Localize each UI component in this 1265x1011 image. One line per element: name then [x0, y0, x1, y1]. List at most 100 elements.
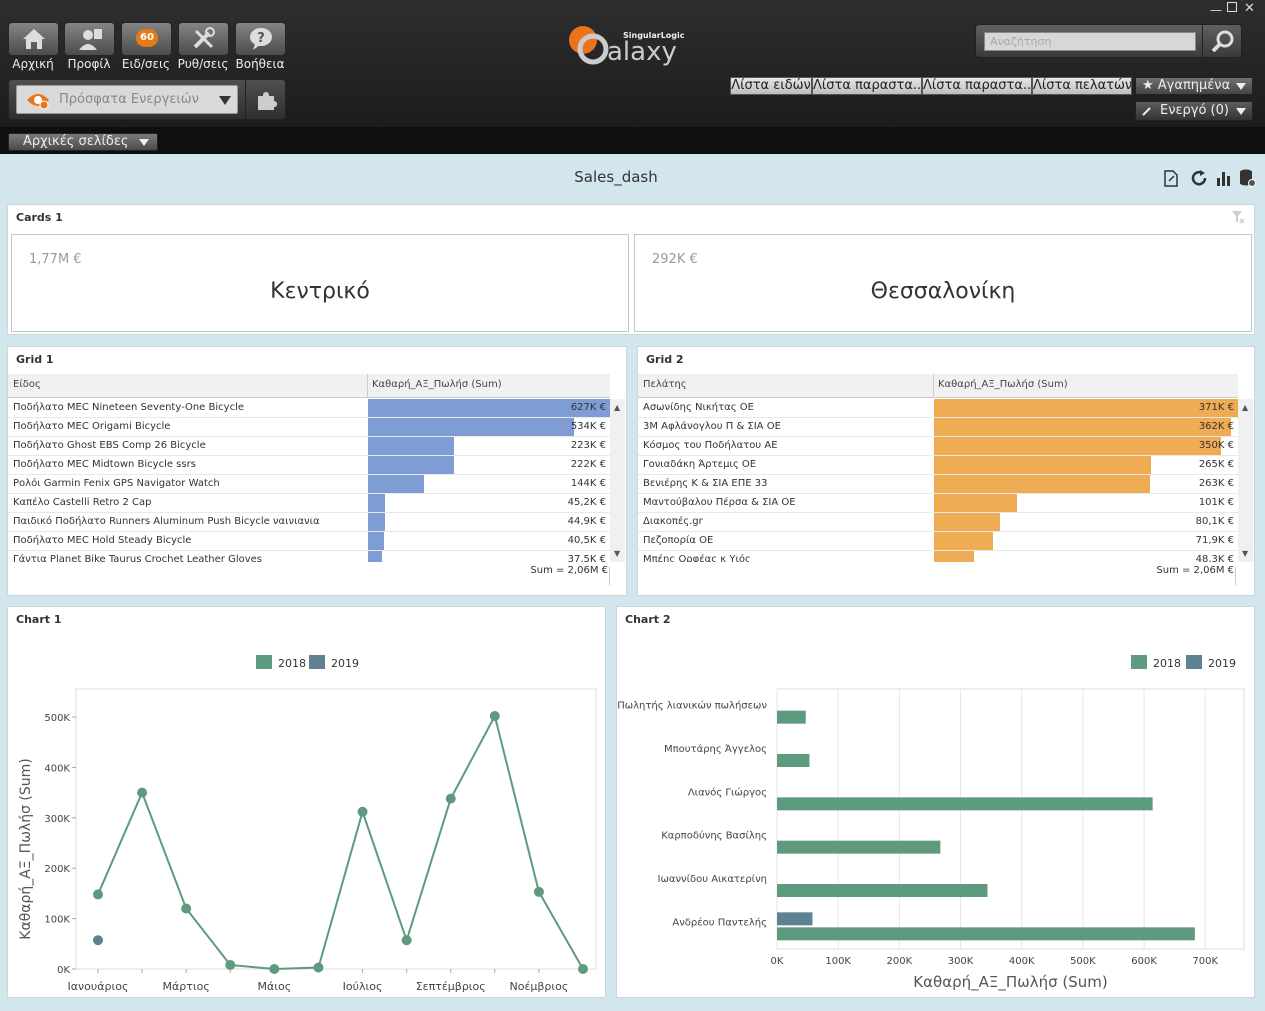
chart-icon[interactable]	[1216, 170, 1232, 187]
search-button[interactable]	[1202, 25, 1242, 57]
quicktab-documents-list-1[interactable]: Λίστα παραστα...	[812, 77, 922, 95]
grid2-row[interactable]: Βενιέρης Κ & ΣΙΑ ΕΠΕ 33 263K €	[638, 475, 1238, 494]
maximize-button[interactable]	[1227, 2, 1237, 12]
grid1-row[interactable]: Καπέλο Castelli Retro 2 Cap 45,2K €	[8, 494, 610, 513]
active-menu[interactable]: Ενεργό (0)	[1135, 101, 1253, 121]
grid1-cell-name: Ποδήλατο MEC Nineteen Seventy-One Bicycl…	[13, 402, 245, 413]
data-point	[489, 710, 500, 721]
grid1-cell-name: Καπέλο Castelli Retro 2 Cap	[13, 497, 152, 508]
card-value: 292K €	[652, 252, 698, 267]
legend-swatch	[309, 655, 325, 669]
legend-swatch	[1131, 655, 1147, 669]
grid1-cell-value: 40,5K €	[567, 535, 606, 546]
grid1-cell-name: Ρολόι Garmin Fenix GPS Navigator Watch	[13, 478, 220, 489]
bar	[777, 710, 806, 724]
grid1-row[interactable]: Γάντια Planet Bike Taurus Crochet Leathe…	[8, 551, 610, 562]
close-button[interactable]: ✕	[1244, 1, 1255, 16]
help-button[interactable]: ?	[235, 22, 286, 56]
help-icon: ?	[249, 28, 272, 50]
plugins-button[interactable]	[245, 80, 285, 119]
search-input[interactable]: Αναζήτηση	[984, 32, 1196, 51]
grid1-row[interactable]: Ποδήλατο MEC Origami Bicycle 534K €	[8, 418, 610, 437]
grid1-row[interactable]: Παιδικό Ποδήλατο Runners Aluminum Push B…	[8, 513, 610, 532]
grid2-bar	[934, 532, 993, 550]
profile-label: Προφίλ	[67, 57, 111, 71]
recent-actions-select[interactable]: Πρόσφατα Ενεργειών	[16, 85, 238, 114]
grid1-cell-value: 222K €	[570, 459, 606, 470]
grid2-col-sales[interactable]: Καθαρή_ΑΞ_Πωλήσ (Sum)	[938, 379, 1068, 390]
x-tick-label: Ιανουάριος	[68, 980, 129, 993]
favorites-label: ★ Αγαπημένα	[1142, 78, 1231, 93]
chevron-down-icon	[139, 139, 149, 146]
grid2-cell-name: Διακοπές.gr	[643, 516, 703, 527]
favorites-menu[interactable]: ★ Αγαπημένα	[1135, 77, 1253, 95]
quicktab-customers-list[interactable]: Λίστα πελατών	[1032, 77, 1132, 95]
grid2-row[interactable]: Μαντούβαλου Πέρσα & ΣΙΑ ΟΕ 101K €	[638, 494, 1238, 513]
grid2-row[interactable]: Πεζοπορία ΟΕ 71,9K €	[638, 532, 1238, 551]
svg-text:?: ?	[257, 31, 265, 46]
grid1-cell-value: 45,2K €	[567, 497, 606, 508]
category-label: Μπουτάρης Άγγελος	[664, 743, 767, 755]
grid1-title: Grid 1	[16, 353, 54, 366]
grid1-cell-name: Ποδήλατο MEC Midtown Bicycle ssrs	[13, 459, 196, 470]
data-point	[225, 959, 236, 970]
grid2-panel: Grid 2 Πελάτης Καθαρή_ΑΞ_Πωλήσ (Sum) Ασω…	[637, 346, 1255, 596]
legend-label: 2019	[331, 657, 359, 670]
grid1-row[interactable]: Ποδήλατο MEC Nineteen Seventy-One Bicycl…	[8, 399, 610, 418]
grid2-bar	[934, 475, 1150, 493]
legend-label: 2018	[1153, 657, 1181, 670]
grid2-row[interactable]: Ασωνίδης Νικήτας ΟΕ 371K €	[638, 399, 1238, 418]
chart1-title: Chart 1	[16, 613, 62, 626]
grid2-cell-name: Ασωνίδης Νικήτας ΟΕ	[643, 402, 754, 413]
chart2-title: Chart 2	[625, 613, 671, 626]
minimize-button[interactable]: —	[1210, 3, 1222, 17]
x-tick-label: 400K	[1009, 956, 1035, 967]
database-icon[interactable]	[1239, 169, 1256, 187]
grid1-bar	[368, 494, 386, 512]
clear-filter-icon[interactable]	[1231, 210, 1245, 224]
grid2-sum: Sum = 2,06M €	[1156, 565, 1234, 576]
quicktab-items-list[interactable]: Λίστα ειδών	[730, 77, 812, 95]
grid2-row[interactable]: Κόσμος του Ποδήλατου ΑΕ 350K €	[638, 437, 1238, 456]
grid2-bar	[934, 513, 1000, 531]
grid1-header: Είδος Καθαρή_ΑΞ_Πωλήσ (Sum)	[8, 374, 610, 398]
card-central[interactable]: 1,77M € Κεντρικό	[11, 234, 629, 332]
refresh-icon[interactable]	[1191, 170, 1208, 187]
grid1-row[interactable]: Ποδήλατο MEC Midtown Bicycle ssrs 222K €	[8, 456, 610, 475]
grid2-row[interactable]: Διακοπές.gr 80,1K €	[638, 513, 1238, 532]
grid2-row[interactable]: Γονιαδάκη Άρτεμις ΟΕ 265K €	[638, 456, 1238, 475]
grid2-cell-name: Γονιαδάκη Άρτεμις ΟΕ	[643, 459, 757, 470]
x-tick-label: 700K	[1192, 956, 1218, 967]
grid2-col-customer[interactable]: Πελάτης	[643, 379, 687, 390]
grid2-row[interactable]: Μπέης Ορφέας κ Υιός 48,3K €	[638, 551, 1238, 562]
grid2-row[interactable]: 3M Αφλάνογλου Π & ΣΙΑ ΟΕ 362K €	[638, 418, 1238, 437]
data-point	[137, 787, 148, 798]
y-tick-label: 0K	[57, 965, 70, 976]
chevron-down-icon	[1236, 83, 1246, 90]
data-point	[578, 964, 588, 974]
chevron-down-icon	[219, 96, 231, 105]
settings-button[interactable]	[178, 22, 229, 56]
grid1-cell-value: 144K €	[570, 478, 606, 489]
home-button[interactable]	[8, 22, 59, 56]
profile-button[interactable]	[64, 22, 115, 56]
grid1-col-item[interactable]: Είδος	[13, 379, 41, 390]
brand-company: SingularLogic	[623, 31, 685, 40]
grid1-row[interactable]: Ρολόι Garmin Fenix GPS Navigator Watch 14…	[8, 475, 610, 494]
grid1-row[interactable]: Ποδήλατο Ghost EBS Comp 26 Bicycle 223K €	[8, 437, 610, 456]
grid2-bar	[934, 456, 1152, 474]
grid2-scrollbar[interactable]: ▲ ▼	[1238, 399, 1253, 562]
dashboard-title: Sales_dash	[574, 168, 658, 186]
quicktab-documents-list-2[interactable]: Λίστα παραστα...	[922, 77, 1032, 95]
home-pages-menu[interactable]: Αρχικές σελίδες	[8, 133, 158, 151]
export-icon[interactable]	[1163, 170, 1179, 187]
plot-area	[776, 688, 1245, 950]
category-label: Ανδρέου Παντελής	[672, 916, 767, 928]
grid1-col-sales[interactable]: Καθαρή_ΑΞ_Πωλήσ (Sum)	[372, 379, 502, 390]
grid1-scrollbar[interactable]: ▲ ▼	[610, 399, 625, 562]
bar	[777, 912, 813, 926]
card-thessaloniki[interactable]: 292K € Θεσσαλονίκη	[634, 234, 1252, 332]
x-tick-label: 300K	[948, 956, 974, 967]
grid2-cell-name: Μπέης Ορφέας κ Υιός	[643, 554, 751, 562]
grid1-row[interactable]: Ποδήλατο MEC Hold Steady Bicycle 40,5K €	[8, 532, 610, 551]
